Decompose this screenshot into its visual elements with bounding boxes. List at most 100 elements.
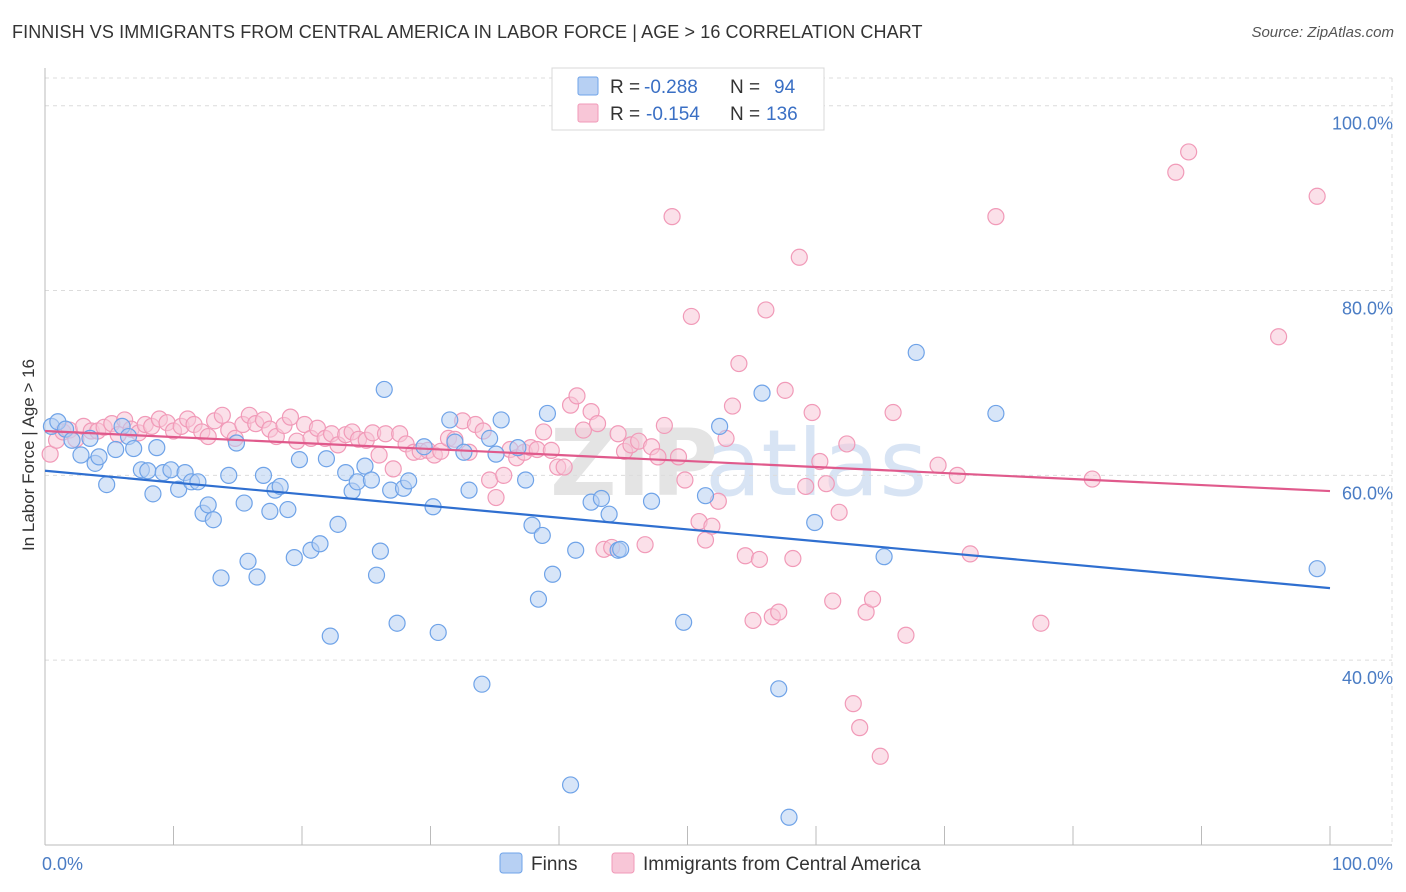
central-america-point	[199, 427, 217, 446]
legend-r-value: -0.154	[646, 104, 700, 125]
central-america-trend-line	[44, 429, 1331, 493]
y-tick-label: 40.0%	[1342, 668, 1393, 688]
legend-n-value: 94	[774, 77, 796, 98]
legend-n-label: N =	[730, 77, 760, 98]
finns-point	[711, 417, 729, 435]
finns-point	[612, 540, 630, 558]
central-america-point	[370, 446, 388, 464]
central-america-point	[723, 397, 742, 415]
finns-point	[204, 511, 222, 529]
finns-point	[400, 472, 418, 490]
finns-point	[753, 384, 771, 402]
central-america-point	[574, 421, 593, 439]
finns-point	[144, 485, 162, 503]
bottom-legend-swatch-central-america	[611, 852, 635, 874]
finns-point	[348, 473, 366, 491]
finns-point	[642, 492, 661, 510]
finns-point	[875, 548, 893, 566]
finns-point	[162, 461, 180, 479]
finns-point	[492, 411, 510, 429]
finns-point	[987, 404, 1005, 423]
central-america-point	[682, 307, 700, 326]
central-america-point	[987, 208, 1005, 226]
finns-point	[696, 487, 715, 505]
central-america-point	[663, 208, 681, 226]
central-america-point	[636, 536, 654, 554]
legend-swatch-finns	[577, 76, 599, 96]
central-america-point	[676, 471, 694, 489]
trend-lines	[44, 429, 1331, 590]
central-america-point	[495, 466, 513, 484]
finns-point	[81, 429, 99, 447]
legend-swatch-central-america	[577, 103, 599, 123]
finns-point	[271, 477, 289, 496]
finns-point	[388, 614, 406, 632]
central-america-point	[824, 592, 842, 610]
finns-point	[455, 443, 473, 461]
source-label: Source: ZipAtlas.com	[1251, 24, 1394, 41]
finns-point	[367, 566, 386, 584]
central-america-point	[871, 747, 889, 765]
finns-point	[107, 440, 125, 459]
finns-point	[567, 541, 585, 559]
finns-point	[441, 411, 459, 429]
central-america-point	[1032, 614, 1050, 632]
finns-point	[487, 445, 505, 463]
y-tick-label: 60.0%	[1342, 483, 1393, 503]
finns-point	[311, 535, 329, 553]
bottom-legend: Finns Immigrants from Central America	[499, 852, 921, 875]
central-america-point	[655, 416, 673, 435]
finns-point	[356, 457, 374, 475]
central-america-point	[1308, 187, 1326, 205]
finns-point	[592, 489, 611, 508]
finns-point	[254, 466, 273, 484]
finns-point	[523, 516, 541, 534]
finns-point	[317, 450, 336, 468]
finns-point	[321, 627, 339, 645]
finns-point	[481, 429, 499, 447]
central-america-point	[41, 445, 59, 463]
finns-point	[239, 552, 257, 570]
central-america-point	[863, 590, 882, 608]
finns-point	[98, 476, 116, 494]
legend-n-label: N =	[730, 104, 760, 125]
central-america-point	[797, 477, 815, 496]
finns-point	[63, 431, 81, 449]
finns-point	[780, 808, 798, 826]
central-america-point	[555, 458, 573, 476]
x-tick-labels: 0.0% 100.0%	[42, 854, 1393, 874]
y-tick-label: 100.0%	[1332, 114, 1393, 134]
svg-text:ZIP: ZIP	[550, 410, 718, 517]
central-america-point	[568, 387, 586, 405]
finns-point	[429, 623, 447, 642]
central-america-point	[884, 403, 902, 422]
bottom-legend-label: Immigrants from Central America	[643, 854, 921, 875]
finns-point	[516, 471, 535, 489]
finns-point	[170, 480, 188, 498]
central-america-point	[744, 611, 762, 630]
central-america-point	[770, 603, 788, 621]
finns-point	[261, 502, 279, 521]
x-tick-label: 0.0%	[42, 854, 83, 874]
finns-point	[561, 776, 580, 794]
finns-point	[125, 439, 143, 458]
legend-n-value: 136	[766, 104, 798, 125]
finns-point	[600, 505, 618, 523]
central-america-point	[1269, 328, 1288, 346]
finns-point	[72, 446, 90, 464]
y-tick-labels: 40.0% 60.0% 80.0% 100.0%	[1332, 114, 1393, 688]
central-america-point	[730, 354, 748, 373]
central-america-point	[817, 475, 835, 493]
central-america-point	[897, 626, 915, 644]
finns-point	[538, 404, 557, 423]
central-america-point	[384, 460, 402, 478]
finns-point	[285, 549, 303, 567]
central-america-point	[736, 547, 754, 565]
finns-point	[279, 500, 297, 519]
central-america-point	[534, 423, 553, 441]
finns-point	[543, 565, 562, 583]
finns-point	[189, 473, 207, 491]
central-america-point	[1167, 163, 1185, 181]
finns-trend-line	[44, 469, 1331, 590]
